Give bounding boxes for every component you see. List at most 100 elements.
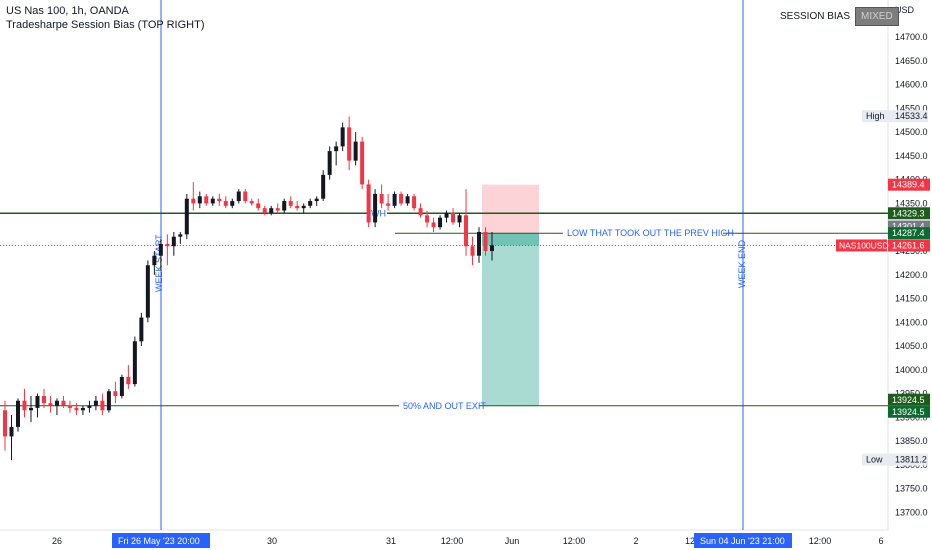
candle-body <box>100 400 105 411</box>
candle-body <box>340 127 345 147</box>
candle-body <box>171 236 176 247</box>
low-value: 13811.2 <box>895 455 927 465</box>
candle-body <box>191 198 196 204</box>
candle-body <box>152 255 157 266</box>
candle-body <box>373 193 378 223</box>
time-tick-label: 12 <box>685 536 695 546</box>
candle-body <box>15 400 20 427</box>
candle-body <box>139 317 144 342</box>
candle-body <box>405 196 410 204</box>
candle-body <box>327 151 332 175</box>
candle-body <box>366 184 371 223</box>
candle-body <box>269 208 274 213</box>
candle-body <box>35 396 40 408</box>
wh-label: WH <box>371 208 386 218</box>
session-bias-label: SESSION BIAS <box>780 10 851 22</box>
currency-label: USD <box>895 5 915 15</box>
candle-body <box>3 410 7 437</box>
price-tick-label: 14450.0 <box>895 151 928 161</box>
price-badge <box>888 405 930 418</box>
candle-body <box>412 196 417 209</box>
candle-body <box>321 174 326 199</box>
price-badge-label: 14329.3 <box>892 208 925 218</box>
time-tick-label: 30 <box>267 536 277 546</box>
indicator-title[interactable]: Tradesharpe Session Bias (TOP RIGHT) <box>6 19 205 31</box>
candle-body <box>113 391 118 397</box>
candle-body <box>119 376 124 397</box>
price-badge <box>888 393 930 406</box>
price-tick-label: 13700.0 <box>895 508 928 518</box>
stop-loss-zone <box>482 184 539 234</box>
candle-body <box>93 400 98 406</box>
candle-body <box>308 201 313 206</box>
candle-body <box>334 146 339 152</box>
candle-body <box>490 245 494 251</box>
exit-label-bg <box>399 399 479 412</box>
candle-body <box>158 243 163 256</box>
price-badge-label: 14301.4 <box>892 222 925 232</box>
symbol-title[interactable]: US Nas 100, 1h, OANDA <box>6 5 129 17</box>
candle-body <box>477 231 482 256</box>
candle-body <box>217 198 222 202</box>
candle-body <box>451 212 456 223</box>
high-badge <box>862 110 928 123</box>
candle-body <box>262 208 267 213</box>
candle-body <box>379 193 384 204</box>
price-tick-label: 14550.0 <box>895 103 928 113</box>
time-highlight-end-bg <box>694 533 792 548</box>
candle-body <box>22 400 27 411</box>
session-bias-value: MIXED <box>855 6 899 26</box>
drawing-tools[interactable]: WEEK START WEEK END WH LOW THAT TOOK OUT TH… <box>0 0 888 530</box>
candle-body <box>425 215 430 223</box>
candle-body <box>74 407 79 411</box>
candle-body <box>353 141 358 161</box>
candle-body <box>106 391 111 411</box>
candle-body <box>483 231 488 251</box>
price-badge-label: 14389.4 <box>892 180 925 190</box>
price-axis[interactable]: USD 14700.0 14650.0 14600.0 14550.0 14500.0 14… <box>836 5 930 518</box>
candle-body <box>223 201 228 206</box>
candle-body <box>28 407 33 411</box>
symbol-badge-bg <box>836 239 887 252</box>
exit-label: 50% AND OUT EXIT <box>403 401 486 411</box>
candle-body <box>230 201 235 206</box>
time-tick-label: 12:00 <box>809 536 832 546</box>
price-tick-label: 14100.0 <box>895 317 928 327</box>
time-tick-label: 12:00 <box>563 536 586 546</box>
chart-grid <box>0 0 889 531</box>
time-axis[interactable]: 26 30 31 12:00 Jun 12:00 2 12 12:00 6 Fri 26 May '… <box>52 533 884 548</box>
take-profit-zone <box>482 233 539 406</box>
candle-body <box>67 405 72 408</box>
price-badge <box>888 178 930 191</box>
candle-body <box>288 201 293 206</box>
time-tick-label: 12:00 <box>441 536 464 546</box>
low-label: Low <box>866 455 883 465</box>
price-tick-label: 14000.0 <box>895 365 928 375</box>
price-tick-label: 14500.0 <box>895 127 928 137</box>
candle-body <box>457 215 462 223</box>
candle-body <box>438 217 443 228</box>
time-highlight-start: Fri 26 May '23 20:00 <box>118 536 200 546</box>
price-badge <box>888 227 930 240</box>
price-tick-label: 14050.0 <box>895 341 928 351</box>
price-badge-label: 13924.5 <box>892 407 925 417</box>
candle-body <box>249 201 254 204</box>
candle-body <box>48 403 53 406</box>
time-tick-label: 31 <box>386 536 396 546</box>
candle-body <box>80 407 85 411</box>
candle-body <box>184 198 189 235</box>
candle-body <box>197 196 202 204</box>
candle-body <box>87 405 92 408</box>
time-highlight-end: Sun 04 Jun '23 21:00 <box>700 536 785 546</box>
time-tick-label: 26 <box>52 536 62 546</box>
price-badge-label: 13924.5 <box>892 395 925 405</box>
candle-body <box>444 212 449 218</box>
candle-body <box>360 141 365 185</box>
candle-body <box>178 234 183 237</box>
candle-body <box>9 426 14 437</box>
candle-body <box>399 193 404 204</box>
candle-body <box>314 198 319 202</box>
prev-high-label: LOW THAT TOOK OUT THE PREV HIGH <box>567 228 734 238</box>
candle-body <box>464 215 469 247</box>
